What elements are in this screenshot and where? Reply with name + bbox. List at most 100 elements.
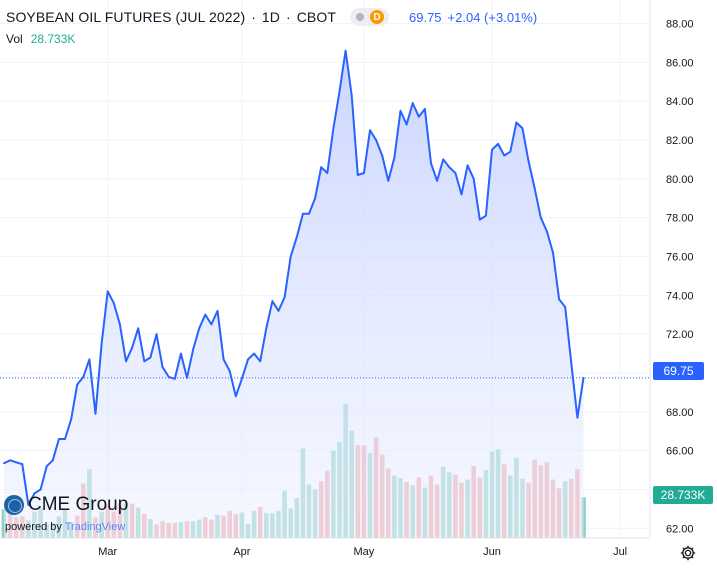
price-point bbox=[89, 359, 91, 361]
price-point bbox=[265, 327, 267, 329]
price-point bbox=[229, 370, 231, 372]
price-area-fill bbox=[4, 51, 584, 538]
tradingview-text: TradingView bbox=[65, 521, 126, 533]
price-point bbox=[516, 122, 518, 124]
price-point bbox=[290, 256, 292, 258]
price-point bbox=[186, 377, 188, 379]
price-point bbox=[192, 349, 194, 351]
price-point bbox=[375, 139, 377, 141]
price-point bbox=[162, 366, 164, 368]
price-point bbox=[381, 155, 383, 157]
price-point bbox=[308, 213, 310, 215]
cme-brand: CME Group bbox=[4, 494, 128, 516]
price-point bbox=[430, 162, 432, 164]
price-point bbox=[21, 463, 23, 465]
price-point bbox=[412, 102, 414, 104]
x-tick-label: Mar bbox=[98, 546, 117, 558]
y-tick-label: 62.00 bbox=[666, 523, 694, 535]
price-point bbox=[455, 172, 457, 174]
price-point bbox=[339, 91, 341, 93]
price-point bbox=[95, 413, 97, 415]
price-point bbox=[64, 438, 66, 440]
x-tick-label: May bbox=[354, 546, 375, 558]
price-point bbox=[577, 417, 579, 419]
price-point bbox=[418, 116, 420, 118]
price-point bbox=[540, 217, 542, 219]
volume-axis-tag: 28.733K bbox=[653, 486, 713, 504]
price-point bbox=[363, 172, 365, 174]
y-tick-label: 84.00 bbox=[666, 96, 694, 108]
price-point bbox=[52, 459, 54, 461]
price-point bbox=[406, 124, 408, 126]
y-tick-label: 80.00 bbox=[666, 174, 694, 186]
price-point bbox=[241, 378, 243, 380]
price-point bbox=[528, 161, 530, 163]
price-point bbox=[473, 178, 475, 180]
price-point bbox=[247, 359, 249, 361]
y-tick-label: 74.00 bbox=[666, 290, 694, 302]
y-tick-label: 88.00 bbox=[666, 19, 694, 31]
price-point bbox=[284, 296, 286, 298]
price-point bbox=[259, 360, 261, 362]
price-point bbox=[58, 438, 60, 440]
price-point bbox=[400, 110, 402, 112]
price-point bbox=[522, 127, 524, 129]
price-point bbox=[448, 166, 450, 168]
x-tick-label: Jul bbox=[613, 546, 627, 558]
price-point bbox=[583, 377, 585, 379]
y-tick-label: 76.00 bbox=[666, 251, 694, 263]
price-point bbox=[345, 50, 347, 52]
price-point bbox=[113, 302, 115, 304]
legend-separator: · bbox=[251, 9, 256, 25]
price-point bbox=[564, 306, 566, 308]
price-point bbox=[15, 461, 17, 463]
price-point bbox=[168, 376, 170, 378]
y-tick-label: 78.00 bbox=[666, 213, 694, 225]
price-point bbox=[101, 343, 103, 345]
price-point bbox=[485, 215, 487, 217]
price-point bbox=[204, 314, 206, 316]
price-point bbox=[272, 300, 274, 302]
price-point bbox=[552, 252, 554, 254]
price-point bbox=[131, 347, 133, 349]
price-point bbox=[534, 188, 536, 190]
last-price-axis-tag: 69.75 bbox=[653, 362, 704, 380]
volume-value: 28.733K bbox=[31, 32, 76, 46]
price-point bbox=[503, 155, 505, 157]
y-tick-label: 68.00 bbox=[666, 407, 694, 419]
cme-brand-text: CME Group bbox=[28, 494, 128, 516]
last-price: 69.75 bbox=[409, 10, 442, 25]
powered-by-text: powered by bbox=[5, 521, 62, 533]
price-point bbox=[387, 180, 389, 182]
price-point bbox=[107, 291, 109, 293]
y-tick-label: 86.00 bbox=[666, 57, 694, 69]
cme-group-logo[interactable]: CME Group powered by TradingView bbox=[4, 494, 164, 538]
price-point bbox=[442, 159, 444, 161]
price-point bbox=[156, 333, 158, 335]
volume-label: Vol bbox=[6, 32, 23, 46]
price-point bbox=[369, 129, 371, 131]
price-point bbox=[46, 465, 48, 467]
price-point bbox=[70, 419, 72, 421]
price-point bbox=[479, 219, 481, 221]
gear-icon[interactable] bbox=[679, 544, 697, 562]
price-point bbox=[320, 166, 322, 168]
price-point bbox=[3, 462, 5, 464]
price-point bbox=[82, 376, 84, 378]
price-point bbox=[570, 362, 572, 364]
price-point bbox=[357, 174, 359, 176]
market-status-pill[interactable]: D bbox=[350, 8, 389, 26]
delayed-data-badge: D bbox=[370, 10, 384, 24]
x-tick-label: Jun bbox=[483, 546, 501, 558]
price-point bbox=[461, 194, 463, 196]
chart-legend-header: SOYBEAN OIL FUTURES (JUL 2022) · 1D · CB… bbox=[6, 6, 537, 28]
price-point bbox=[40, 489, 42, 491]
price-point bbox=[9, 459, 11, 461]
price-point bbox=[223, 359, 225, 361]
price-point bbox=[546, 230, 548, 232]
price-point bbox=[436, 180, 438, 182]
price-point bbox=[351, 95, 353, 97]
price-point bbox=[278, 310, 280, 312]
